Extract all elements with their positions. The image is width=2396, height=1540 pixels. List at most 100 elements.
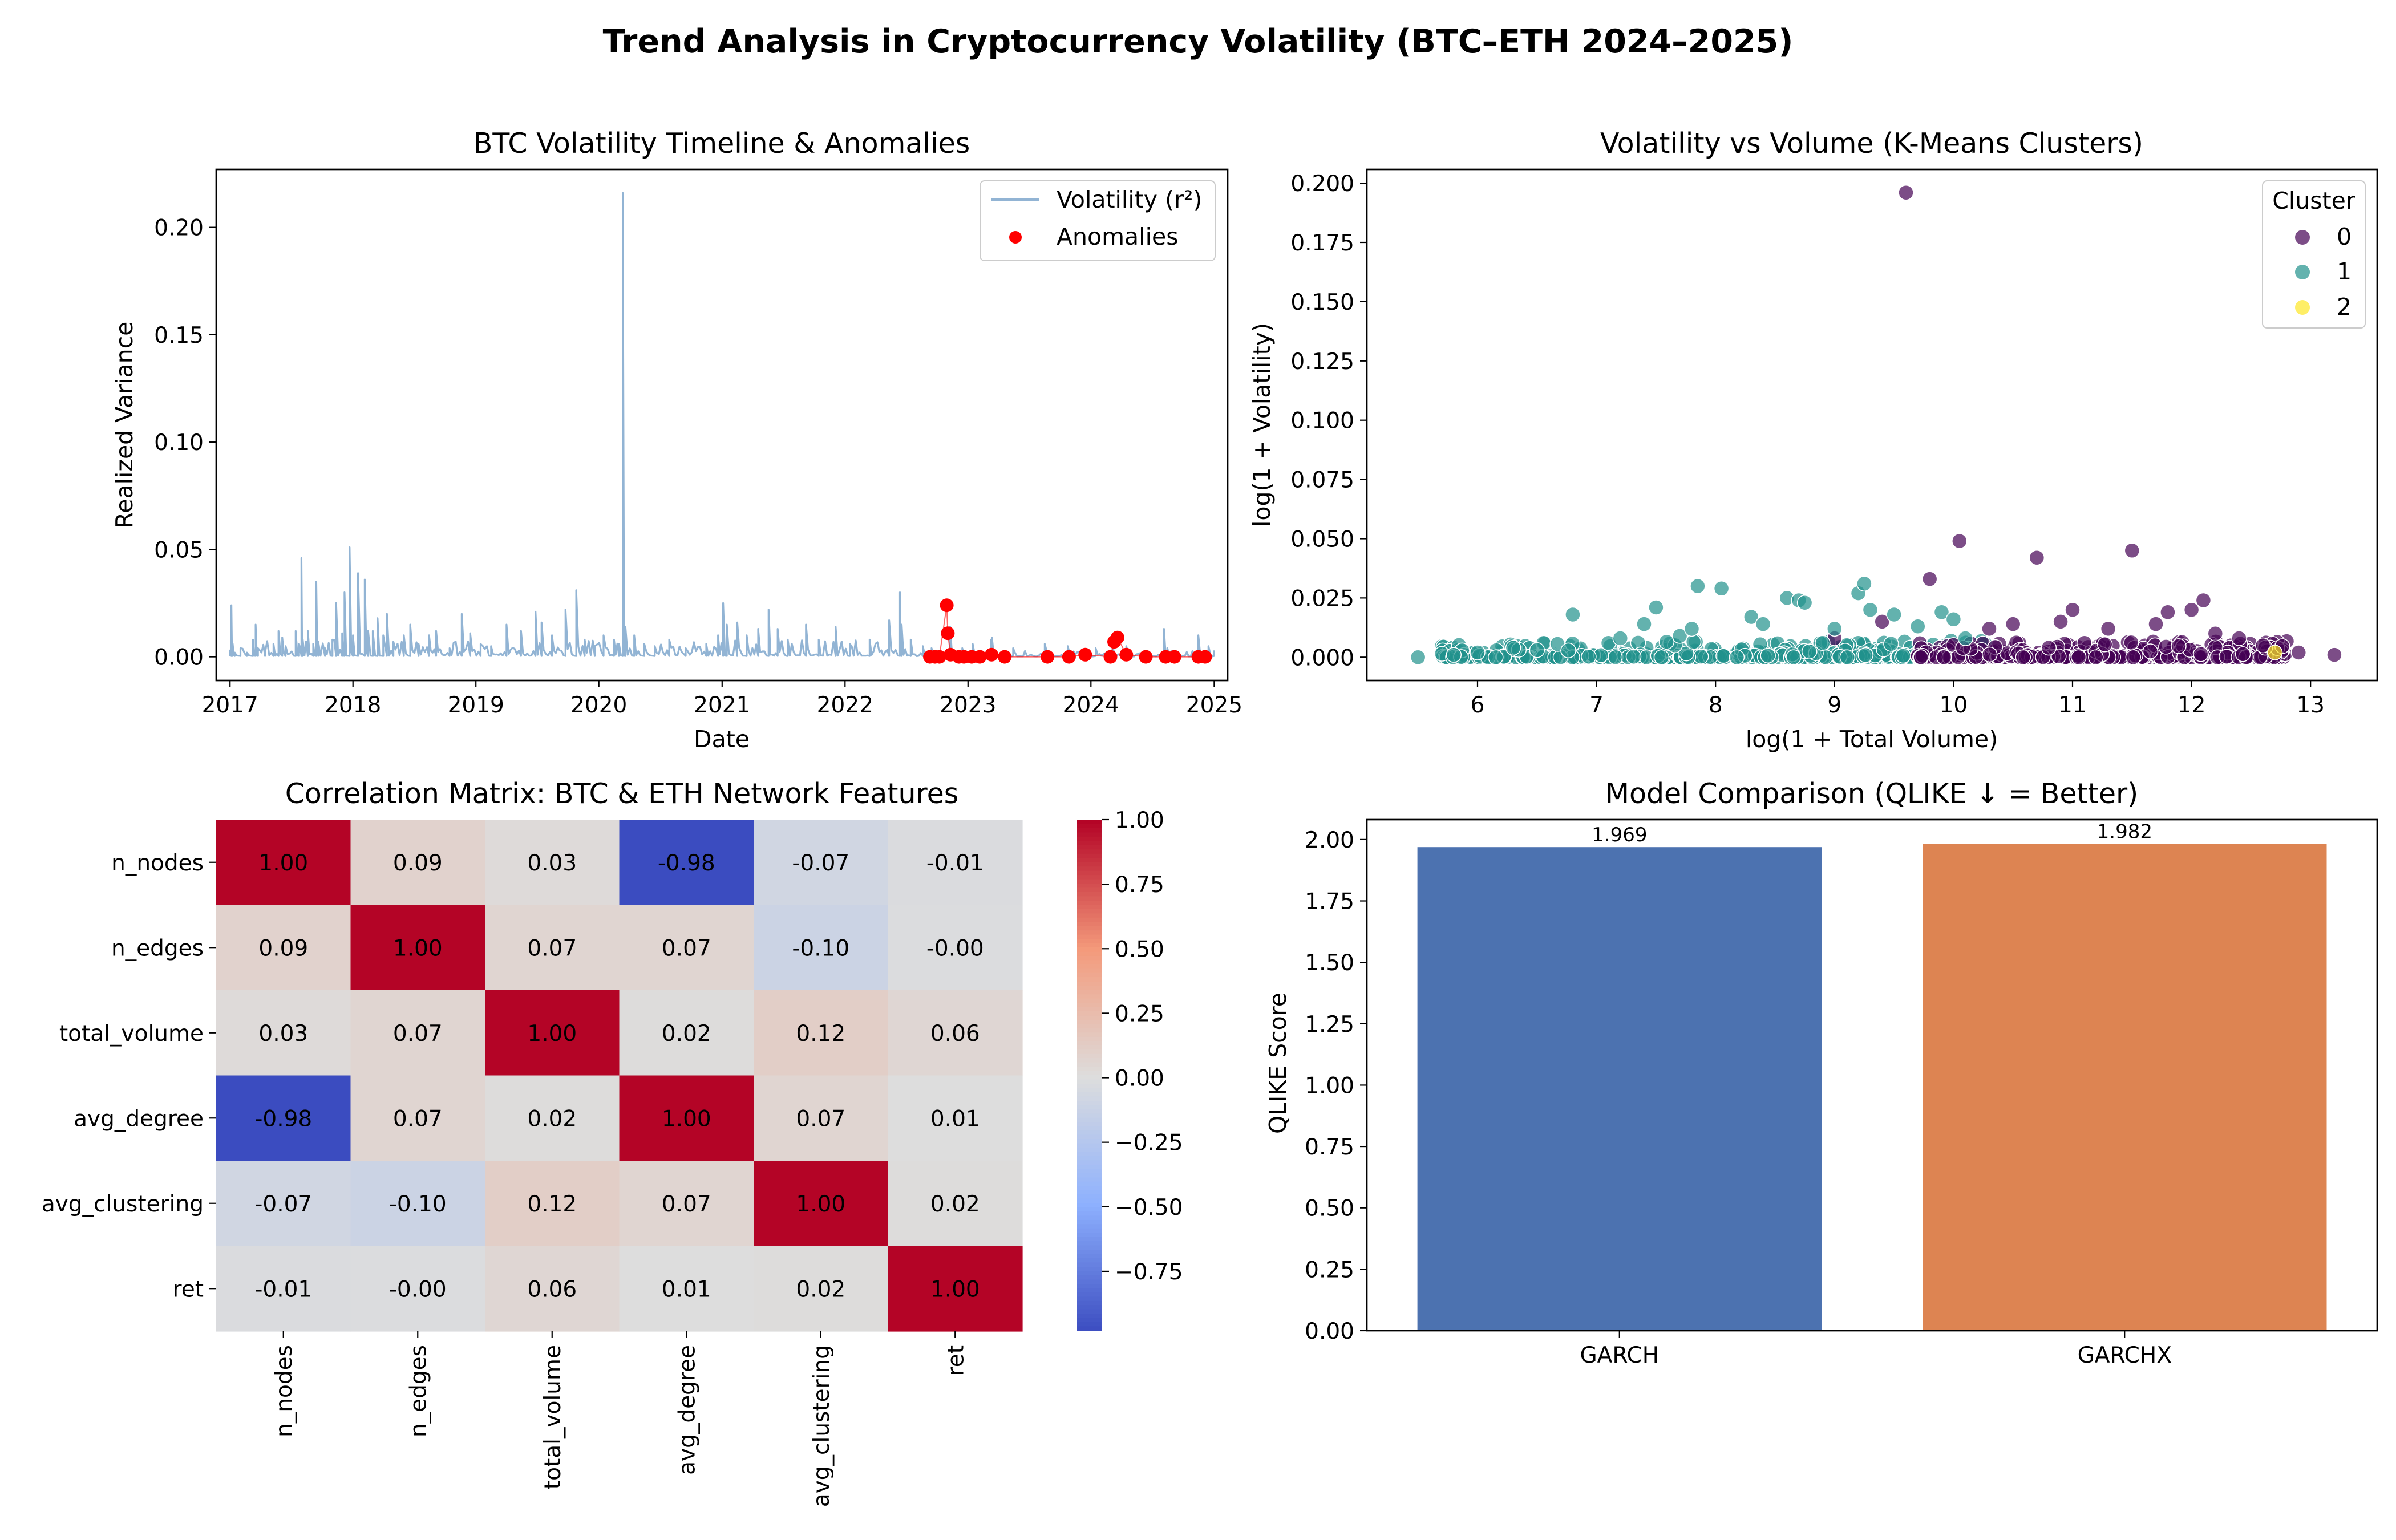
cluster-0-point [2142, 643, 2159, 659]
cluster-1-point [1671, 628, 1688, 644]
cluster-1-point [1678, 645, 1694, 662]
anomaly-point [1103, 650, 1118, 664]
colorbar-segment [1077, 1053, 1102, 1059]
colorbar-tick-label: 0.00 [1115, 1066, 1164, 1092]
cluster-0-point [2053, 614, 2069, 630]
colorbar-segment [1077, 866, 1102, 872]
cluster-1-point [1755, 616, 1771, 632]
heatmap-cell [350, 820, 485, 906]
cluster-1-point [1801, 643, 1818, 659]
timeline-title: BTC Volatility Timeline & Anomalies [473, 127, 970, 160]
anomaly-point [941, 626, 955, 641]
scatter-legend-title: Cluster [2272, 187, 2355, 214]
heatmap-cell [754, 820, 889, 906]
legend-cluster-0-swatch [2295, 230, 2310, 245]
scatter-marks [1410, 184, 2342, 666]
anomaly-point [1167, 650, 1181, 664]
timeline-xtick-label: 2021 [694, 692, 750, 718]
colorbar-segment [1077, 1041, 1102, 1046]
cluster-1-point [1470, 645, 1486, 660]
colorbar-segment [1077, 1322, 1102, 1327]
timeline-xtick-label: 2017 [202, 692, 258, 718]
scatter-ytick-label: 0.025 [1290, 586, 1354, 611]
scatter-plot-frame [1366, 168, 2378, 682]
colorbar-segment [1077, 1152, 1102, 1157]
heatmap-cell [485, 905, 620, 991]
heatmap-cell [888, 820, 1023, 906]
colorbar-segment [1077, 955, 1102, 961]
colorbar-segment [1077, 1275, 1102, 1280]
colorbar-segment [1077, 1113, 1102, 1118]
colorbar-segment [1077, 1126, 1102, 1131]
bar-marks: 1.969 1.982 [1417, 821, 2327, 1331]
heatmap-cell-label: 1.00 [796, 1192, 845, 1217]
scatter-xtick-label: 13 [2296, 692, 2325, 718]
heatmap-row-label: n_nodes [111, 850, 204, 876]
cluster-0-point [2160, 604, 2176, 621]
colorbar-segment [1077, 1326, 1102, 1331]
heatmap-cell [754, 1075, 889, 1161]
cluster-0-point [1913, 649, 1929, 666]
bar-ytick-label: 0.75 [1305, 1134, 1354, 1160]
scatter-xtick-label: 11 [2058, 692, 2087, 718]
heatmap-cell [350, 1246, 485, 1332]
timeline-ytick-label: 0.15 [154, 323, 204, 348]
colorbar-segment [1077, 1219, 1102, 1225]
timeline-ylabel: Realized Variance [111, 322, 138, 529]
heatmap-cell-label: 0.07 [796, 1106, 845, 1132]
figure-title: Trend Analysis in Cryptocurrency Volatil… [603, 23, 1794, 60]
cluster-0-point [1921, 571, 1938, 587]
colorbar-segment [1077, 820, 1102, 825]
anomaly-point [940, 598, 954, 613]
cluster-1-point [1685, 634, 1702, 650]
colorbar-segment [1077, 1036, 1102, 1042]
bar-ylabel: QLIKE Score [1264, 992, 1292, 1134]
colorbar-segment [1077, 1258, 1102, 1263]
bar-garchx [1923, 844, 2327, 1331]
anomaly-point [1139, 650, 1153, 664]
cluster-1-point [1815, 635, 1831, 651]
colorbar-segment [1077, 1003, 1102, 1008]
legend-cluster-1-swatch [2295, 265, 2310, 279]
cluster-0-point [2005, 616, 2021, 632]
anomaly-point [1041, 650, 1055, 664]
cluster-0-point [2088, 649, 2104, 666]
cluster-1-point [1488, 649, 1504, 666]
cluster-0-point [2235, 646, 2251, 662]
timeline-ytick-label: 0.05 [154, 537, 204, 563]
timeline-xtick-label: 2025 [1186, 692, 1242, 718]
cluster-1-point [1410, 649, 1426, 666]
cluster-1-point [1505, 639, 1521, 656]
colorbar-segment [1077, 1305, 1102, 1310]
heatmap-col-label: avg_clustering [809, 1345, 835, 1507]
heatmap-cell-label: -0.01 [926, 850, 984, 876]
colorbar-segment [1077, 862, 1102, 867]
colorbar-tick-label: 0.25 [1115, 1001, 1164, 1027]
scatter-ytick-label: 0.175 [1290, 230, 1354, 256]
scatter-ylabel: log(1 + Volatility) [1248, 323, 1276, 527]
anomaly-point [932, 650, 946, 664]
heatmap-col-label: ret [943, 1345, 969, 1376]
colorbar-segment [1077, 1067, 1102, 1072]
anomaly-point [1110, 630, 1124, 645]
cluster-0-point [2100, 621, 2116, 637]
colorbar-segment [1077, 939, 1102, 944]
colorbar-segment [1077, 964, 1102, 970]
cluster-0-point [1898, 184, 1914, 201]
colorbar-segment [1077, 884, 1102, 889]
heatmap-cell-label: 1.00 [930, 1276, 980, 1302]
cluster-1-point [1560, 642, 1576, 659]
panel-volatility-timeline: BTC Volatility Timeline & Anomalies Date… [111, 127, 1242, 753]
scatter-ytick-label: 0.200 [1290, 171, 1354, 197]
colorbar-segment [1077, 998, 1102, 1003]
cluster-0-point [2077, 635, 2093, 651]
cluster-0-point [2193, 646, 2209, 662]
timeline-ytick-label: 0.00 [154, 645, 204, 671]
colorbar-segment [1077, 1100, 1102, 1106]
heatmap-cell-label: 0.12 [527, 1192, 577, 1217]
cluster-1-point [1683, 621, 1700, 637]
heatmap-row-label: n_edges [111, 935, 204, 961]
bar-ytick-label: 1.50 [1305, 950, 1354, 976]
heatmap-cell [888, 1075, 1023, 1161]
colorbar-segment [1077, 853, 1102, 858]
